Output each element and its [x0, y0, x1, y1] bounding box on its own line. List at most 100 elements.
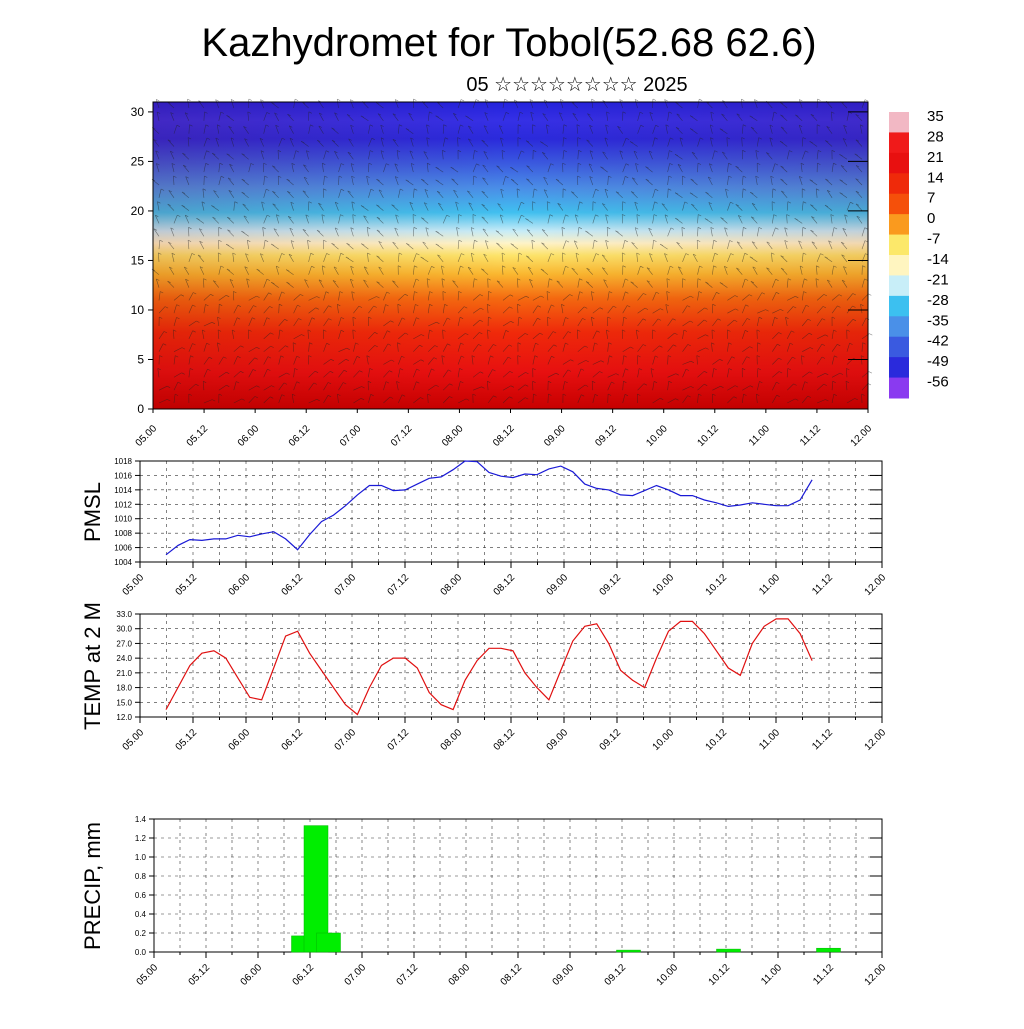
- temperature-line: [166, 619, 812, 715]
- color-scale-label: 14: [927, 169, 944, 186]
- color-scale-swatch: [889, 337, 909, 358]
- color-scale-label: -42: [927, 333, 949, 350]
- pmsl-ytick-label: 1010: [114, 515, 132, 524]
- heatmap-ytick-label: 0: [137, 402, 144, 416]
- pmsl-xtick-label: 09.00: [545, 572, 571, 598]
- pmsl-ytick-label: 1018: [114, 457, 132, 466]
- pmsl-ytick-label: 1016: [114, 471, 132, 480]
- temperature-xtick-label: 10.00: [651, 727, 677, 753]
- temperature-xtick-label: 08.00: [439, 727, 465, 753]
- precipitation-xtick-label: 09.12: [603, 962, 629, 988]
- temperature-ytick-label: 27.0: [116, 639, 132, 648]
- precipitation-xtick-label: 09.00: [551, 962, 577, 988]
- color-scale-label: -14: [927, 251, 949, 268]
- precipitation-xtick-label: 10.12: [707, 962, 733, 988]
- pmsl-panel: PMSL 1004100610081010101210141016101805.…: [80, 457, 888, 598]
- pmsl-ytick-label: 1006: [114, 544, 132, 553]
- pmsl-ylabel: PMSL: [80, 482, 105, 542]
- precipitation-xtick-label: 08.00: [447, 962, 473, 988]
- color-scale-swatch: [889, 357, 909, 378]
- heatmap-ytick-label: 5: [137, 352, 144, 366]
- temperature-grid: [140, 614, 882, 717]
- color-scale-swatch: [889, 214, 909, 235]
- heatmap-ytick-label: 15: [131, 253, 145, 267]
- precipitation-ytick-label: 0.6: [135, 891, 147, 900]
- heatmap-xtick-label: 07.00: [338, 423, 364, 449]
- temperature-xtick-label: 11.12: [810, 727, 835, 752]
- heatmap-xtick-label: 10.00: [644, 423, 670, 449]
- color-scale-label: 28: [927, 128, 944, 145]
- color-scale-label: -7: [927, 231, 940, 248]
- heatmap-xtick-label: 06.12: [287, 423, 313, 449]
- precipitation-bar: [617, 950, 641, 952]
- precipitation-xtick-label: 12.00: [863, 962, 889, 988]
- heatmap-xtick-label: 05.12: [185, 423, 211, 449]
- color-scale-swatch: [889, 132, 909, 153]
- chart-subtitle: 05 ☆☆☆☆☆☆☆☆ 2025: [466, 74, 687, 96]
- temperature-xtick-label: 06.12: [280, 727, 306, 753]
- precipitation-xtick-label: 06.00: [239, 962, 265, 988]
- wind-barb-flag: [818, 99, 821, 101]
- pmsl-ytick-label: 1004: [114, 558, 132, 567]
- pmsl-xtick-label: 10.12: [704, 572, 730, 598]
- precipitation-ytick-label: 1.4: [135, 815, 147, 824]
- temperature-ytick-label: 30.0: [116, 625, 132, 634]
- precipitation-ytick-label: 0.4: [135, 910, 147, 919]
- precipitation-xtick-label: 08.12: [499, 962, 525, 988]
- temperature-ytick-label: 24.0: [116, 654, 132, 663]
- precipitation-xtick-label: 11.00: [759, 962, 784, 987]
- temperature-ytick-label: 21.0: [116, 669, 132, 678]
- color-scale-label: -28: [927, 292, 949, 309]
- precipitation-ylabel: PRECIP, mm: [80, 822, 105, 950]
- pmsl-xtick-label: 05.00: [121, 572, 147, 598]
- color-scale-swatch: [889, 194, 909, 215]
- pmsl-ytick-label: 1008: [114, 529, 132, 538]
- color-scale-label: -35: [927, 312, 949, 329]
- color-scale-swatch: [889, 316, 909, 337]
- heatmap-ytick-label: 20: [131, 204, 145, 218]
- color-scale-swatch: [889, 378, 909, 399]
- precipitation-ytick-label: 0.8: [135, 872, 147, 881]
- color-scale-swatch: [889, 112, 909, 133]
- color-scale-label: 7: [927, 190, 935, 207]
- temperature-ytick-label: 33.0: [116, 610, 132, 619]
- wind-barb-flag: [699, 99, 702, 101]
- heatmap-shading: [153, 102, 868, 409]
- precipitation-xtick-label: 07.12: [395, 962, 421, 988]
- heatmap-xtick-label: 08.00: [440, 423, 466, 449]
- temperature-xtick-label: 06.00: [227, 727, 253, 753]
- precipitation-ytick-label: 0.0: [135, 948, 147, 957]
- pmsl-xtick-label: 12.00: [863, 572, 889, 598]
- wind-barb-flag: [476, 100, 479, 102]
- temperature-xtick-label: 07.00: [333, 727, 359, 753]
- color-scale-label: -21: [927, 271, 949, 288]
- color-scale-label: -49: [927, 353, 949, 370]
- wind-barb-flag: [413, 99, 416, 101]
- wind-barb-flag: [741, 99, 744, 101]
- pmsl-xtick-label: 08.00: [439, 572, 465, 598]
- temperature-ylabel: TEMP at 2 M: [80, 602, 105, 730]
- heatmap-xtick-label: 12.00: [849, 423, 875, 449]
- temperature-xtick-label: 09.12: [598, 727, 624, 753]
- precipitation-bar: [717, 949, 741, 952]
- precipitation-ytick-label: 1.0: [135, 853, 147, 862]
- color-scale-label: -56: [927, 374, 949, 391]
- pmsl-xtick-label: 08.12: [492, 572, 518, 598]
- wind-barb-flag: [461, 100, 464, 102]
- heatmap-xtick-label: 09.00: [542, 423, 568, 449]
- pmsl-ytick-label: 1014: [114, 486, 132, 495]
- precipitation-xtick-label: 05.00: [135, 962, 161, 988]
- color-scale-label: 21: [927, 149, 944, 166]
- precipitation-xtick-label: 11.12: [811, 962, 836, 987]
- heatmap-ytick-label: 10: [131, 303, 145, 317]
- temperature-panel: TEMP at 2 M 12.015.018.021.024.027.030.0…: [80, 602, 888, 753]
- wind-barb-flag: [295, 99, 298, 101]
- wind-barb-flag: [653, 99, 656, 101]
- precipitation-ytick-label: 0.2: [135, 929, 147, 938]
- wind-barb-flag: [869, 334, 872, 336]
- wind-barb-flag: [249, 99, 252, 101]
